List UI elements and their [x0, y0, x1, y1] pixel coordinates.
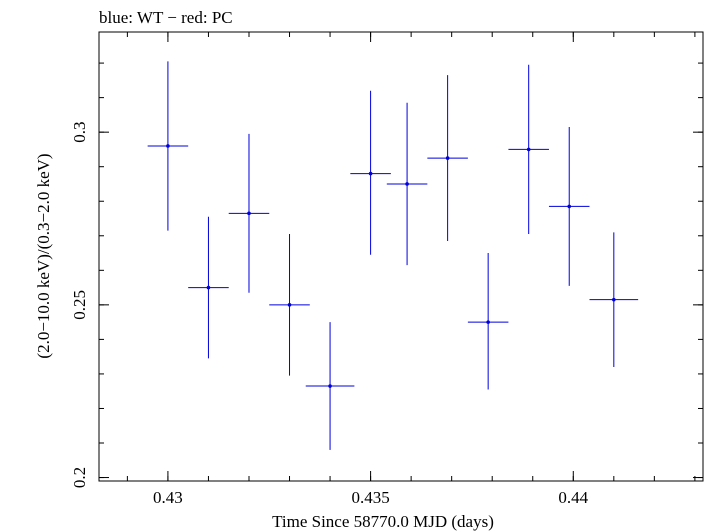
data-point: [147, 61, 189, 231]
data-point: [467, 253, 509, 390]
point-marker: [526, 147, 531, 152]
data-point: [508, 64, 549, 235]
data-point: [228, 133, 270, 293]
point-marker: [287, 303, 292, 307]
point-marker: [368, 171, 373, 176]
data-point: [188, 216, 229, 359]
point-marker: [206, 285, 211, 290]
plot-frame: [98, 31, 704, 482]
chart-title: blue: WT − red: PC: [99, 8, 233, 27]
y-tick-label: 0.3: [70, 122, 89, 143]
x-tick-label: 0.435: [351, 488, 389, 507]
data-points: [147, 61, 639, 450]
point-marker: [612, 297, 616, 302]
axis-ticks: [99, 32, 703, 481]
data-point: [589, 232, 639, 368]
data-point: [427, 75, 468, 241]
y-tick-label: 0.2: [70, 467, 89, 488]
point-marker: [166, 144, 170, 148]
point-marker: [328, 384, 332, 388]
data-point: [269, 234, 310, 376]
data-point: [350, 90, 391, 255]
point-marker: [567, 204, 572, 209]
point-marker: [247, 211, 251, 216]
y-tick-label: 0.25: [70, 290, 89, 320]
x-tick-label: 0.44: [558, 488, 588, 507]
x-tick-label: 0.43: [153, 488, 183, 507]
y-axis-label: (2.0−10.0 keV)/(0.3−2.0 keV): [34, 153, 53, 358]
axis-tick-labels: 0.43 0.435 0.44 0.2 0.25 0.3: [70, 122, 589, 507]
point-marker: [445, 156, 450, 160]
x-axis-label: Time Since 58770.0 MJD (days): [272, 512, 494, 531]
data-point: [305, 322, 355, 450]
point-marker: [486, 320, 490, 324]
data-point: [386, 102, 428, 266]
point-marker: [405, 182, 409, 186]
data-point: [548, 126, 590, 286]
